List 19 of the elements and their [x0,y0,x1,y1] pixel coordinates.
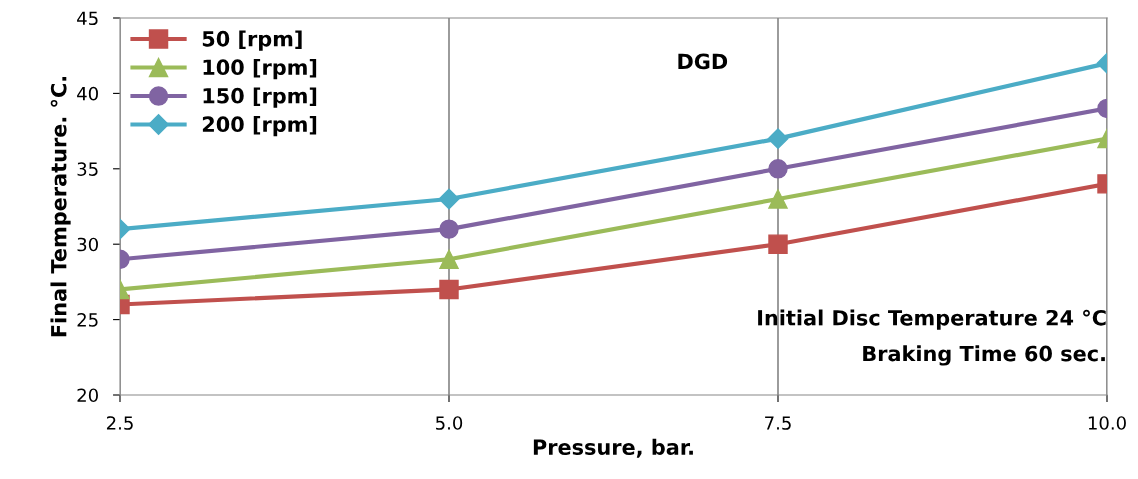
y-tick-label: 35 [77,162,98,176]
y-tick-label: 25 [77,313,98,327]
legend-label: 50 [rpm] [202,30,302,51]
annotation: Braking Time 60 sec. [863,345,1105,366]
x-tick-label: 7.5 [765,416,791,430]
annotation: Initial Disc Temperature 24 °C [758,309,1106,330]
legend-label: 100 [rpm] [203,59,317,80]
x-axis-title: Pressure, bar. [533,438,693,458]
y-tick-label: 40 [77,86,98,101]
y-tick-label: 45 [77,11,98,26]
legend-label: 200 [rpm] [202,115,317,137]
legend-label: 150 [rpm] [203,87,317,108]
y-axis-title: Final Temperature. °C. [50,76,71,337]
x-tick-label: 5.0 [436,416,463,430]
annotation: DGD [678,53,728,70]
y-tick-label: 30 [77,237,98,252]
y-tick-label: 20 [77,388,98,403]
x-tick-label: 10.0 [1088,416,1126,430]
x-tick-label: 2.5 [106,416,133,430]
